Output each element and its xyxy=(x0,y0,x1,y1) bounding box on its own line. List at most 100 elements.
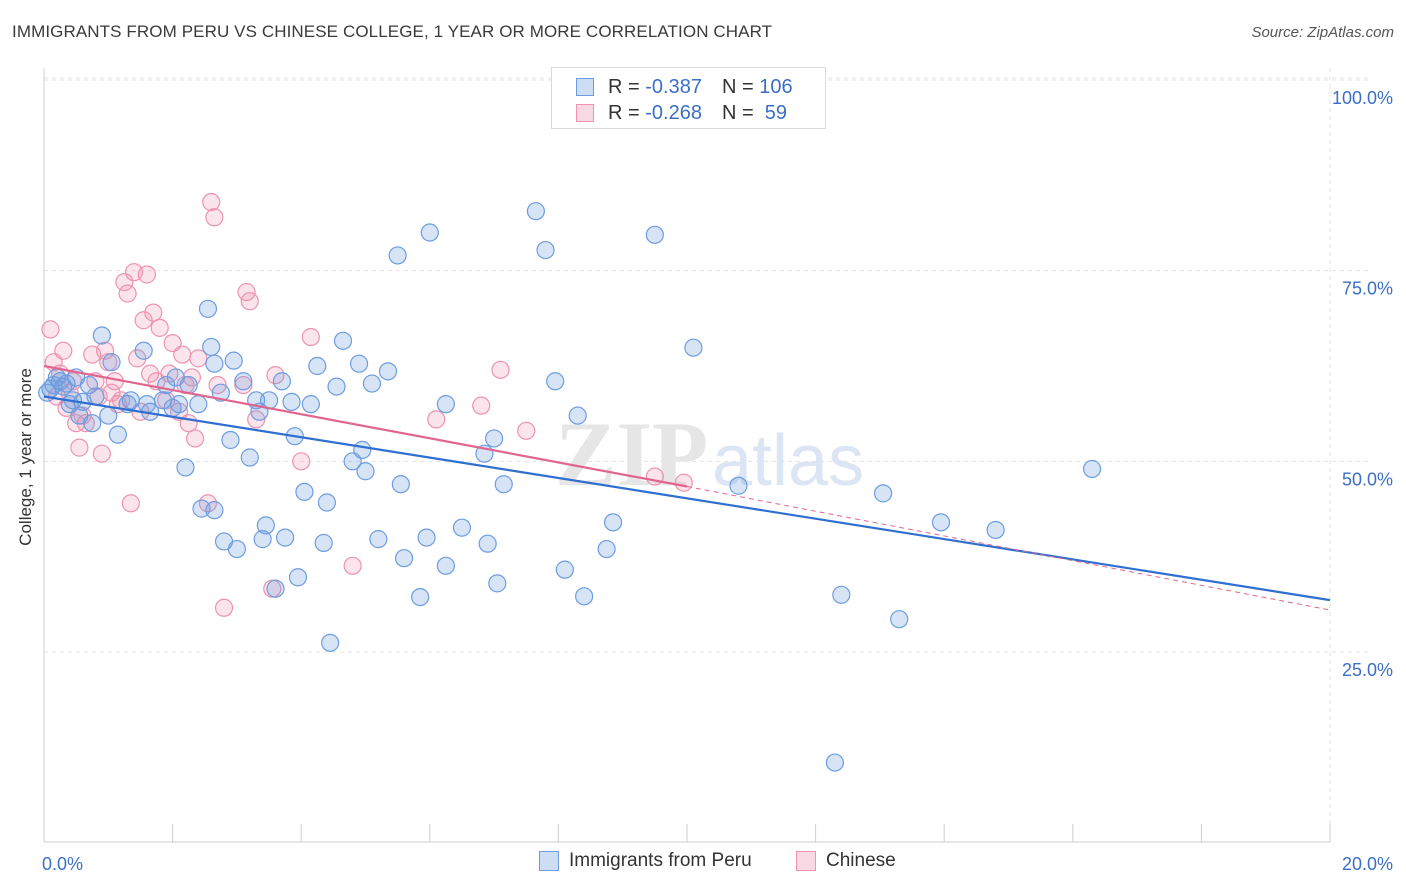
point-peru xyxy=(362,374,382,393)
point-peru xyxy=(327,377,346,396)
n-label: N = xyxy=(721,75,760,98)
point-chinese xyxy=(118,284,137,303)
point-peru xyxy=(205,354,224,373)
point-peru xyxy=(205,501,224,520)
point-chinese xyxy=(240,292,259,311)
point-peru xyxy=(211,383,230,402)
legend-swatch-blue-icon xyxy=(539,851,559,871)
point-chinese xyxy=(115,273,134,292)
axes xyxy=(43,68,1331,843)
point-peru xyxy=(333,331,353,350)
point-peru xyxy=(282,392,301,411)
point-chinese xyxy=(491,360,510,379)
point-chinese xyxy=(121,494,140,513)
legend-item-chinese[interactable]: Chinese xyxy=(796,850,896,872)
point-chinese xyxy=(674,473,693,492)
point-peru xyxy=(684,338,703,357)
x-tick-label: 0.0% xyxy=(42,854,83,874)
r-label: R = xyxy=(608,75,646,98)
point-peru xyxy=(253,530,272,549)
point-peru xyxy=(391,475,410,494)
point-peru xyxy=(288,568,308,587)
point-peru xyxy=(227,539,246,559)
point-chinese xyxy=(427,410,446,429)
point-chinese xyxy=(214,598,234,617)
point-chinese xyxy=(54,341,73,360)
point-peru xyxy=(314,533,333,553)
y-axis-label: College, 1 year or more xyxy=(16,368,35,546)
point-chinese xyxy=(95,341,115,360)
point-peru xyxy=(321,633,340,652)
point-chinese xyxy=(137,265,156,284)
point-peru xyxy=(272,372,292,391)
point-peru xyxy=(134,341,153,360)
point-chinese xyxy=(186,429,205,448)
point-peru xyxy=(536,240,555,260)
point-peru xyxy=(234,372,253,391)
point-peru xyxy=(169,395,189,414)
point-peru xyxy=(546,372,565,391)
point-peru xyxy=(99,406,118,425)
point-peru xyxy=(83,414,102,433)
point-peru xyxy=(494,475,513,494)
point-peru xyxy=(198,299,218,318)
point-peru xyxy=(986,520,1005,540)
point-peru xyxy=(349,354,369,373)
series-chinese-points xyxy=(41,192,693,617)
point-peru xyxy=(1082,459,1102,479)
point-peru xyxy=(54,377,73,396)
point-chinese xyxy=(472,396,491,415)
point-chinese xyxy=(301,327,320,347)
y-tick-label: 100.0% xyxy=(1332,88,1393,108)
point-peru xyxy=(931,513,951,532)
point-peru xyxy=(189,395,208,414)
point-peru xyxy=(825,753,844,772)
point-peru xyxy=(256,516,275,535)
point-peru xyxy=(436,556,455,575)
point-peru xyxy=(202,337,221,357)
point-peru xyxy=(411,587,430,607)
point-peru xyxy=(729,476,748,495)
point-peru xyxy=(394,549,414,568)
trend-lines xyxy=(43,364,1331,611)
stats-legend: R = -0.387 N = 106 R = -0.268 N = 59 xyxy=(551,67,826,129)
series-legend: Immigrants from Peru Chinese xyxy=(0,850,1406,878)
n-label: N = xyxy=(721,101,760,124)
series-peru-points xyxy=(38,202,1102,772)
point-chinese xyxy=(144,303,163,322)
point-chinese xyxy=(128,349,147,368)
legend-item-peru[interactable]: Immigrants from Peru xyxy=(539,850,752,872)
y-tick-label: 50.0% xyxy=(1342,469,1393,489)
watermark: ZIP atlas xyxy=(555,403,864,505)
point-chinese xyxy=(202,192,221,212)
point-peru xyxy=(240,448,259,467)
point-peru xyxy=(79,375,99,395)
legend-swatch-pink-icon xyxy=(796,851,816,871)
trend-line-chinese-extension xyxy=(686,486,1331,611)
y-tick-label: 75.0% xyxy=(1342,279,1393,299)
point-peru xyxy=(832,585,851,604)
point-chinese xyxy=(517,421,536,440)
x-tick-label: 20.0% xyxy=(1342,854,1393,874)
point-peru xyxy=(568,406,587,425)
stats-row-chinese: R = -0.268 N = 59 xyxy=(576,101,787,125)
point-peru xyxy=(526,202,545,221)
point-peru xyxy=(874,484,893,503)
point-chinese xyxy=(173,345,192,364)
watermark-zip: ZIP xyxy=(555,403,708,505)
chart-title: IMMIGRANTS FROM PERU VS CHINESE COLLEGE,… xyxy=(12,22,773,41)
point-chinese xyxy=(179,414,198,433)
watermark-atlas: atlas xyxy=(712,421,864,501)
point-peru xyxy=(417,528,436,547)
point-chinese xyxy=(134,311,153,330)
point-chinese xyxy=(189,349,208,368)
point-peru xyxy=(575,587,594,606)
point-peru xyxy=(276,528,295,547)
point-chinese xyxy=(70,438,89,457)
point-peru xyxy=(555,560,574,579)
point-peru xyxy=(420,223,439,242)
point-peru xyxy=(353,440,372,459)
swatch-blue-icon xyxy=(576,78,594,96)
point-peru xyxy=(102,353,121,372)
point-peru xyxy=(597,539,616,559)
